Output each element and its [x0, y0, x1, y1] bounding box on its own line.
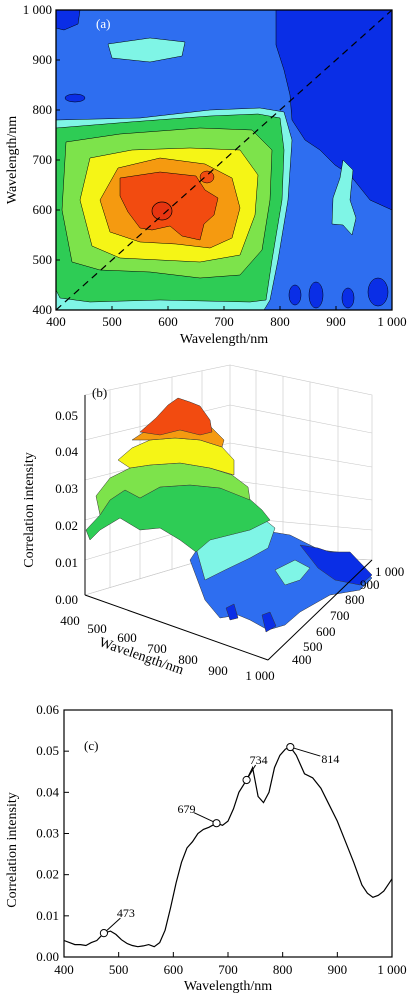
x-tick-label-a: 800 [270, 314, 290, 329]
x-tick-label-a: 400 [46, 314, 66, 329]
line-plot: 400 500 600 700 800 900 1 000 0.00 0.01 0.02 0.03 0… [36, 702, 406, 977]
x-tick-label-c: 500 [109, 962, 129, 977]
y-tick-label-a: 500 [33, 252, 53, 267]
y-tick-label-a: 1 000 [23, 2, 52, 17]
contour-map [56, 10, 392, 310]
y-tick-label-b: 700 [330, 608, 350, 623]
y-tick-label-b: 1 000 [375, 564, 404, 579]
axis-line [267, 559, 373, 661]
contour-level-1 [56, 10, 81, 31]
x-tick-label-c: 600 [164, 962, 184, 977]
x-tick-label-b: 800 [178, 652, 198, 667]
contour-level-8 [199, 170, 215, 184]
x-axis-label-a: Wavelength/nm [180, 332, 268, 347]
contour-level-1 [341, 287, 355, 309]
annotation-leader [193, 812, 217, 824]
grid-line [229, 442, 373, 468]
z-axis-label-b: Correlation intensity [22, 452, 37, 567]
y-tick-label-c: 0.05 [36, 743, 59, 758]
surface-band-darkblue [225, 603, 239, 621]
x-tick-label-a: 900 [326, 314, 346, 329]
contour-peak [151, 201, 173, 221]
x-tick-label-c: 700 [218, 962, 238, 977]
z-tick-label-b: 0.03 [55, 481, 78, 496]
x-tick-label-a: 600 [158, 314, 178, 329]
y-axis-label-c: Correlation intensity [5, 792, 20, 907]
peak-marker [242, 775, 251, 785]
x-tick-label-c: 400 [54, 962, 74, 977]
x-tick-label-b: 400 [60, 613, 80, 628]
line-panel-c: 400 500 600 700 800 900 1 000 0.00 0.01 0.02 0.03 0… [5, 702, 407, 994]
surface-band-cyan [274, 559, 311, 586]
peak-label: 734 [250, 753, 268, 767]
peak-label: 814 [321, 752, 339, 766]
x-tick-label-a: 500 [102, 314, 122, 329]
contour-panel-a: (a) 400 500 600 700 800 900 1 000 400 500 600 700 8… [5, 2, 407, 347]
y-tick-label-b: 900 [360, 577, 380, 592]
surface-band-darkblue [261, 611, 277, 633]
annotation-leader [290, 746, 321, 757]
peak-marker [99, 929, 109, 938]
y-axis-label-a: Wavelength/nm [5, 116, 20, 204]
y-tick-label-c: 0.03 [36, 826, 59, 841]
ticks-b: 0.000.010.020.030.040.054005006007008009… [55, 408, 404, 683]
correlation-line [63, 746, 393, 948]
y-tick-label-a: 900 [33, 52, 53, 67]
contour-level-3 [331, 159, 357, 236]
x-tick-label-b: 600 [117, 630, 137, 645]
contour-level-1 [367, 277, 389, 307]
x-tick-label-a: 1 000 [377, 314, 406, 329]
ticks-a: 400 500 600 700 800 900 1 000 400 500 600 700 800 90… [23, 2, 407, 329]
panel-label-a: (a) [96, 16, 110, 31]
grid-line [229, 479, 373, 501]
x-tick-label-c: 1 000 [377, 962, 406, 977]
x-tick-label-a: 700 [214, 314, 234, 329]
z-tick-label-b: 0.01 [55, 555, 78, 570]
z-tick-label-b: 0.04 [55, 444, 78, 459]
z-tick-label-b: 0.00 [55, 592, 78, 607]
contour-level-1 [308, 281, 324, 309]
contour-level-1 [275, 10, 392, 211]
peak-label: 473 [117, 906, 135, 920]
axis-line [84, 594, 269, 661]
y-tick-label-b: 800 [345, 592, 365, 607]
x-tick-label-b: 500 [87, 621, 107, 636]
grid-line [229, 404, 373, 434]
x-tick-label-c: 900 [328, 962, 348, 977]
peak-marker [286, 742, 295, 752]
surface-band-darkblue [299, 544, 373, 586]
y-tick-label-a: 800 [33, 102, 53, 117]
panel-label-c: (c) [84, 738, 98, 753]
x-tick-label-b: 700 [147, 641, 167, 656]
peak-marker [212, 819, 221, 828]
x-tick-label-b: 1 000 [245, 668, 274, 683]
y-tick-label-a: 600 [33, 202, 53, 217]
y-tick-label-b: 500 [303, 639, 323, 654]
contour-level-1 [288, 284, 302, 306]
y-tick-label-c: 0.02 [36, 867, 59, 882]
diagonal-line [56, 10, 392, 310]
x-axis-label-c: Wavelength/nm [184, 979, 272, 994]
z-tick-label-b: 0.05 [55, 408, 78, 423]
y-tick-label-b: 400 [292, 652, 312, 667]
surface-band-red [139, 397, 213, 436]
y-tick-label-c: 0.00 [36, 949, 59, 964]
contour-level-1 [64, 93, 86, 103]
z-tick-label-b: 0.02 [55, 518, 78, 533]
panel-label-b: (b) [92, 385, 107, 400]
y-tick-label-b: 600 [316, 624, 336, 639]
y-tick-label-a: 400 [33, 302, 53, 317]
y-tick-label-c: 0.01 [36, 908, 59, 923]
x-axis-label-b: Wavelength/nm [97, 635, 185, 678]
y-tick-label-c: 0.06 [36, 702, 59, 717]
surface-panel-b: (b) 0.000.010.020.030.040.05400500600700… [22, 364, 404, 683]
y-tick-label-a: 700 [33, 152, 53, 167]
surface-bands [85, 397, 373, 633]
peak-label: 679 [178, 802, 196, 816]
y-tick-label-c: 0.04 [36, 784, 59, 799]
x-tick-label-b: 900 [208, 663, 228, 678]
contour-level-3 [107, 37, 186, 63]
x-tick-label-c: 800 [273, 962, 293, 977]
